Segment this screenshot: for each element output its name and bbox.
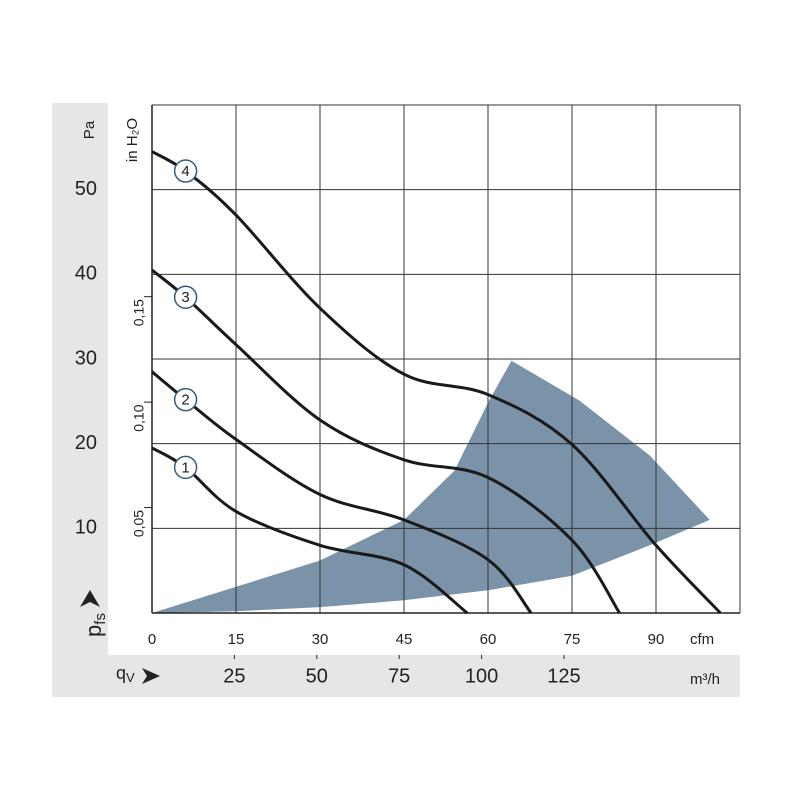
x-arrow xyxy=(142,668,160,684)
curve-label-circle xyxy=(173,387,198,412)
x-tick-label: 90 xyxy=(648,631,665,648)
plot: 1 2 3 4 xyxy=(144,104,741,615)
y-tick-label: 20 xyxy=(75,432,97,454)
curve xyxy=(151,150,722,615)
x2-unit: m³/h xyxy=(690,671,720,688)
y-symbol: pfs xyxy=(81,613,109,637)
y-symbol-main: p xyxy=(81,625,106,637)
y-unit: Pa xyxy=(81,120,98,139)
operating-range xyxy=(152,360,710,613)
curve-label: 4 xyxy=(181,163,189,180)
y-tick-label: 40 xyxy=(75,263,97,285)
x-symbol-sub: V xyxy=(126,670,135,685)
x-symbol: qV xyxy=(116,663,135,686)
x-symbol-main: q xyxy=(116,663,126,683)
curve-label-circle xyxy=(173,285,198,309)
x-tick-label: 30 xyxy=(312,631,329,648)
y2-tick-label: 0,15 xyxy=(131,299,147,326)
bottom-band xyxy=(52,655,740,697)
x-tick-label: 45 xyxy=(396,631,413,648)
curve-label: 2 xyxy=(181,392,189,409)
x-tick-label: 15 xyxy=(228,631,245,648)
y-symbol-sub: fs xyxy=(92,613,109,625)
x2-tick-label: 100 xyxy=(465,665,498,687)
y2-unit: in H₂O xyxy=(124,118,141,162)
y-tick-label: 30 xyxy=(75,347,97,369)
curve-label: 1 xyxy=(181,459,189,476)
x2-tick-label: 50 xyxy=(306,665,328,687)
curve-label: 3 xyxy=(181,289,189,306)
y-tick-label: 10 xyxy=(75,517,97,539)
x2-tick-label: 25 xyxy=(223,665,245,687)
curve-label-circle xyxy=(173,159,198,183)
y-tick-label: 50 xyxy=(75,178,97,200)
y2-tick-label: 0,05 xyxy=(131,510,147,537)
curve-label-circle xyxy=(173,455,198,480)
x-unit: cfm xyxy=(690,631,714,648)
y-arrow xyxy=(80,590,100,607)
x2-tick-label: 75 xyxy=(388,665,410,687)
x-tick-label: 75 xyxy=(564,631,581,648)
curve xyxy=(151,268,621,614)
left-band xyxy=(52,103,108,697)
x2-tick-label: 125 xyxy=(547,665,580,687)
x-tick-label: 60 xyxy=(480,631,497,648)
y2-tick-label: 0,10 xyxy=(131,404,147,431)
x-tick-label: 0 xyxy=(148,631,156,648)
